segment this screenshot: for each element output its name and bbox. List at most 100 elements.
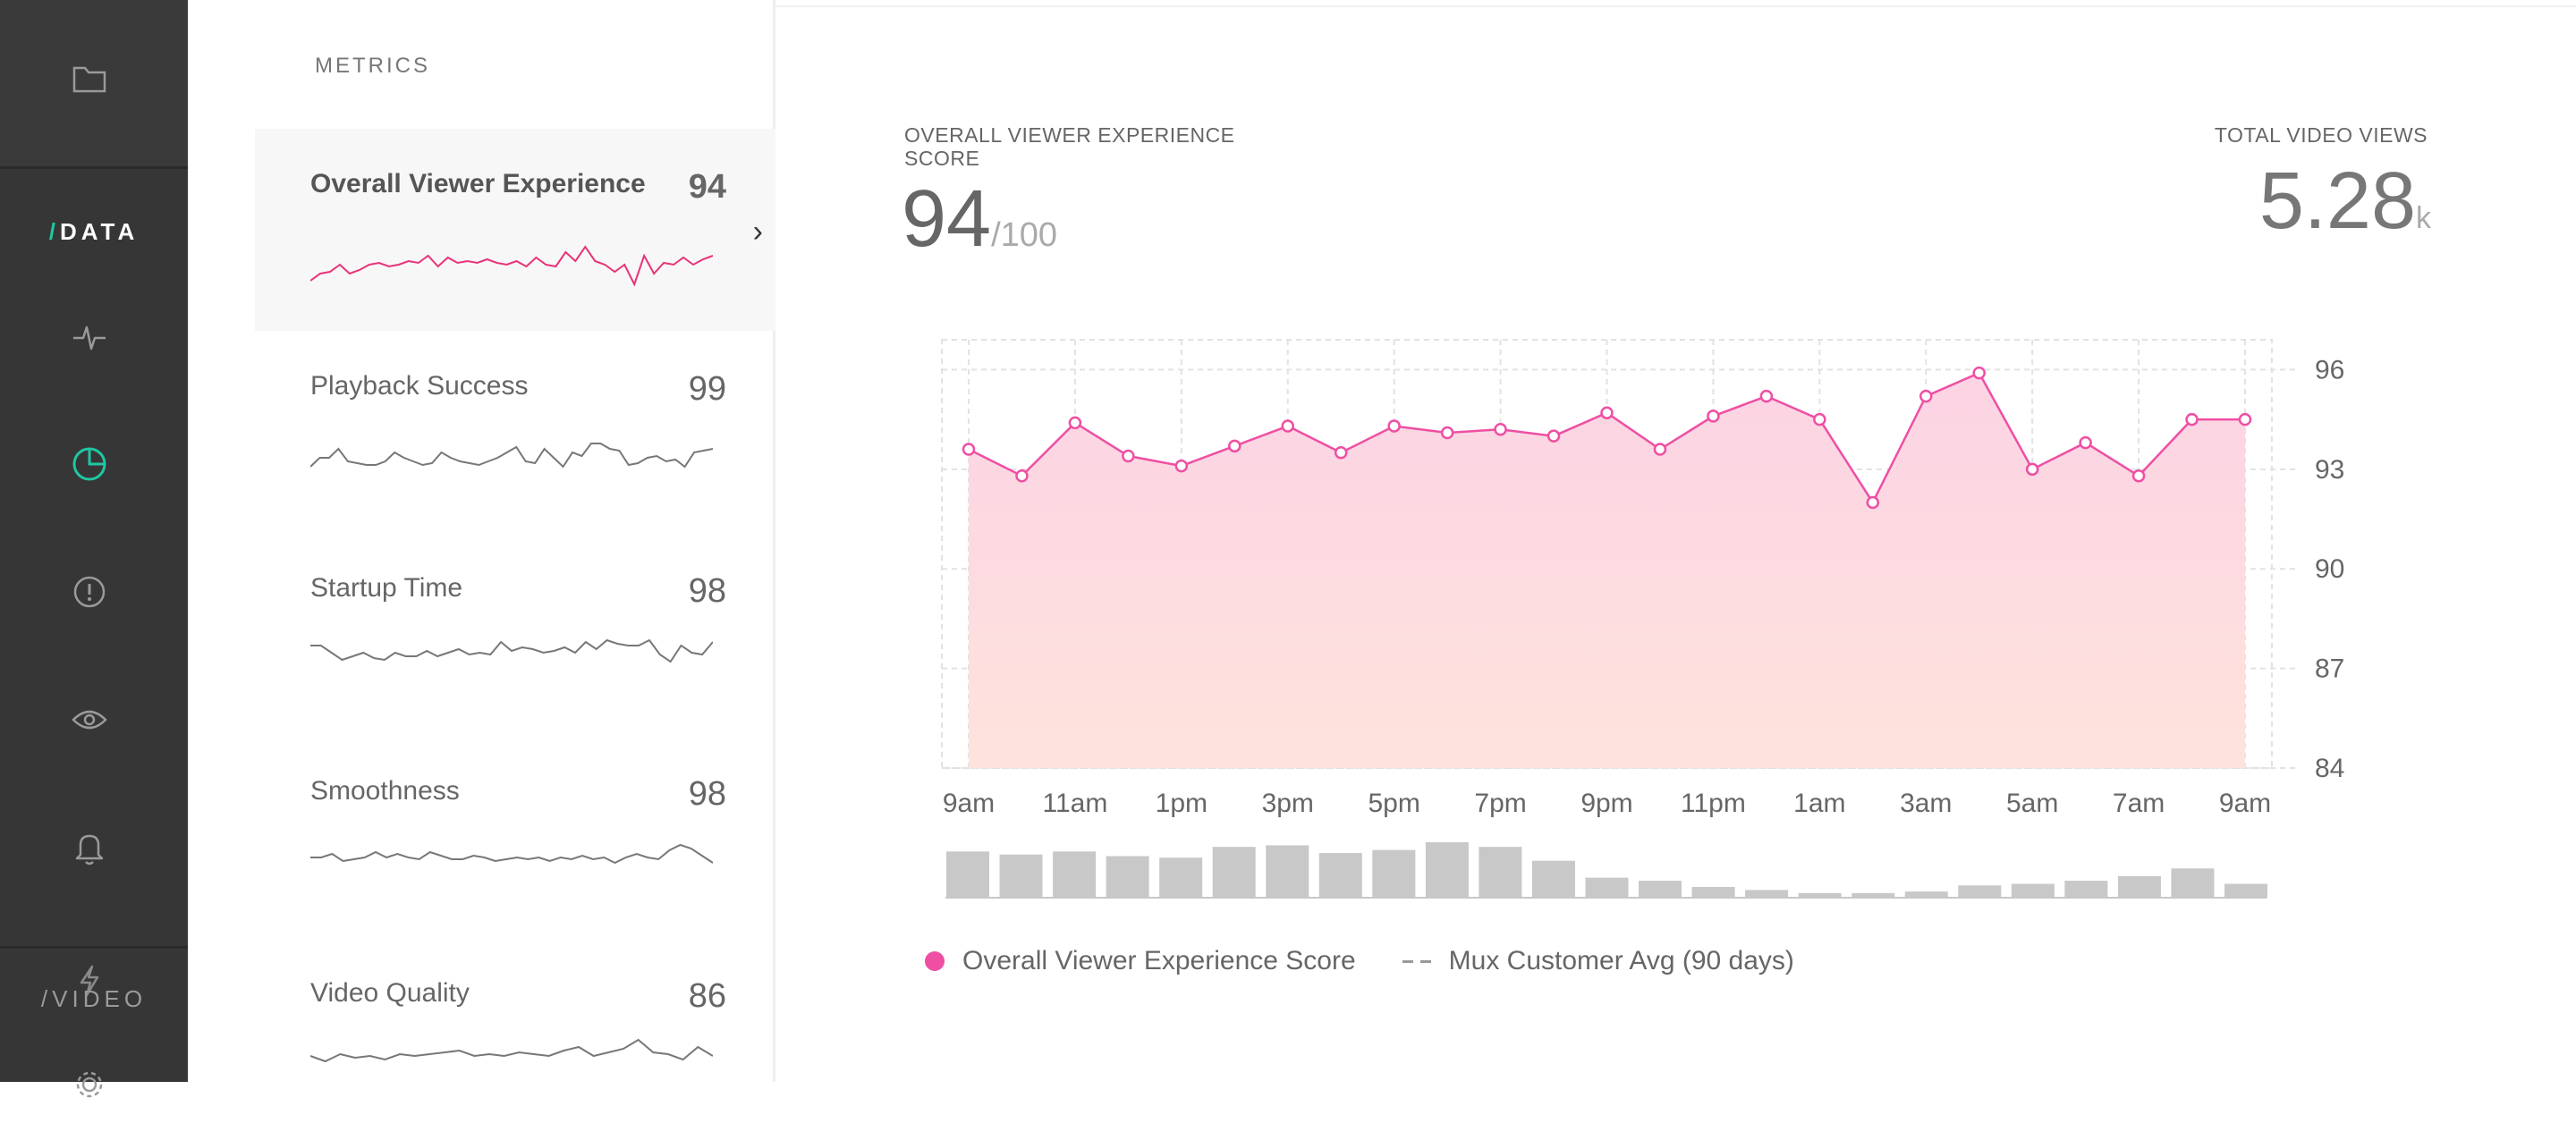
left-nav: /DATA /VIDEO <box>0 0 188 1098</box>
y-tick-label: 90 <box>2315 554 2344 584</box>
pie-chart-icon[interactable] <box>60 435 119 494</box>
score-point[interactable] <box>2185 412 2199 426</box>
pulse-icon[interactable] <box>60 307 119 366</box>
views-bar <box>1585 877 1629 898</box>
chevron-right-icon: › <box>752 215 763 249</box>
score-point[interactable] <box>1015 469 1029 483</box>
views-bar <box>1159 857 1203 898</box>
score-point[interactable] <box>1813 412 1826 426</box>
legend-score-swatch <box>925 951 945 971</box>
x-tick-label: 7am <box>2113 789 2165 818</box>
x-tick-label: 1am <box>1793 789 1845 818</box>
score-point[interactable] <box>1546 429 1561 443</box>
score-point[interactable] <box>1387 419 1401 433</box>
score-point[interactable] <box>1653 443 1667 456</box>
x-tick-label: 9am <box>2219 789 2271 818</box>
metrics-heading: METRICS <box>315 54 430 78</box>
x-tick-label: 11pm <box>1681 789 1746 818</box>
metric-name: Startup Time <box>310 573 463 603</box>
score-point[interactable] <box>1281 419 1294 433</box>
x-tick-label: 5pm <box>1368 789 1419 818</box>
legend-avg-swatch <box>1402 959 1431 963</box>
x-tick-label: 3pm <box>1262 789 1314 818</box>
chart-legend: Overall Viewer Experience Score Mux Cust… <box>925 946 1794 976</box>
metric-sparkline <box>310 443 713 469</box>
score-point[interactable] <box>1600 406 1614 419</box>
views-bar <box>2117 875 2161 898</box>
score-point[interactable] <box>962 443 976 456</box>
views-bar <box>2224 883 2267 898</box>
views-bar <box>1212 847 1256 898</box>
views-bar <box>1372 849 1416 898</box>
metric-card-video-quality[interactable]: Video Quality 86 <box>255 938 775 1140</box>
score-point[interactable] <box>1707 410 1720 423</box>
views-bar <box>1053 851 1097 898</box>
score-point[interactable] <box>1919 389 1933 403</box>
y-tick-label: 84 <box>2315 754 2344 783</box>
bell-icon[interactable] <box>60 818 119 877</box>
views-bar <box>1852 892 1895 898</box>
score-point[interactable] <box>1972 366 1986 380</box>
views-bar <box>1745 890 1789 898</box>
score-value: 94/100 <box>902 179 1057 259</box>
views-bar <box>1266 845 1309 898</box>
score-point[interactable] <box>1494 423 1507 436</box>
views-bar <box>1798 892 1842 898</box>
x-tick-label: 3am <box>1900 789 1952 818</box>
legend-score-label: Overall Viewer Experience Score <box>962 946 1356 975</box>
sparkline-path <box>310 245 713 287</box>
x-tick-label: 7pm <box>1474 789 1526 818</box>
folder-icon[interactable] <box>60 49 119 108</box>
score-point[interactable] <box>1174 459 1189 473</box>
metrics-panel: METRICS Overall Viewer Experience 94 › P… <box>188 0 775 1082</box>
score-point[interactable] <box>1866 495 1880 510</box>
score-max: /100 <box>991 216 1058 254</box>
metric-score: 94 <box>688 168 726 206</box>
score-area <box>969 373 2245 768</box>
sparkline-path <box>310 443 713 469</box>
metric-sparkline <box>310 843 713 865</box>
views-bar <box>2011 883 2055 898</box>
score-point[interactable] <box>2131 469 2146 483</box>
x-tick-label: 9am <box>943 789 995 818</box>
metric-name: Smoothness <box>310 776 460 806</box>
score-point[interactable] <box>2079 435 2092 450</box>
metric-card-playback-success[interactable]: Playback Success 99 <box>255 331 775 533</box>
y-tick-label: 87 <box>2315 654 2344 684</box>
score-point[interactable] <box>1068 416 1082 430</box>
score-point[interactable] <box>1122 449 1135 463</box>
score-point[interactable] <box>1440 426 1454 440</box>
x-tick-label: 1pm <box>1156 789 1208 818</box>
sparkline-path <box>310 1038 713 1063</box>
score-chart[interactable]: 84 87 90 93 96 9am 11am 1pm 3pm 5pm 7pm 9pm 11pm 1am… <box>894 331 2379 903</box>
views-bar <box>1531 860 1575 898</box>
eye-icon[interactable] <box>60 690 119 749</box>
views-bar <box>1106 856 1149 898</box>
lightning-icon[interactable] <box>60 951 119 1010</box>
score-point[interactable] <box>1334 445 1348 460</box>
nav-data-label[interactable]: /DATA <box>48 218 140 245</box>
score-point[interactable] <box>2025 462 2039 477</box>
score-point[interactable] <box>1228 439 1241 453</box>
metric-score: 86 <box>688 977 726 1015</box>
score-point[interactable] <box>2238 412 2252 426</box>
y-tick-label: 96 <box>2315 355 2344 384</box>
metric-card-startup-time[interactable]: Startup Time 98 <box>255 533 775 735</box>
x-tick-label: 5am <box>2006 789 2058 818</box>
gear-icon[interactable] <box>60 1055 119 1114</box>
metric-score: 99 <box>688 370 726 408</box>
score-point[interactable] <box>1759 389 1774 403</box>
alert-icon[interactable] <box>60 562 119 621</box>
views-bar <box>1904 891 1948 898</box>
nav-top-band <box>0 0 188 166</box>
metric-card-overall-viewer-experience[interactable]: Overall Viewer Experience 94 › <box>255 129 775 331</box>
nav-video-label[interactable]: /VIDEO <box>40 985 148 1012</box>
metric-sparkline <box>310 638 713 663</box>
metric-name: Overall Viewer Experience <box>310 169 646 198</box>
views-bar <box>1479 847 1522 898</box>
views-bar <box>1425 842 1469 898</box>
views-value: 5.28k <box>2259 161 2431 241</box>
sparkline-path <box>310 638 713 663</box>
metric-sparkline <box>310 245 713 287</box>
metric-card-smoothness[interactable]: Smoothness 98 <box>255 736 775 938</box>
